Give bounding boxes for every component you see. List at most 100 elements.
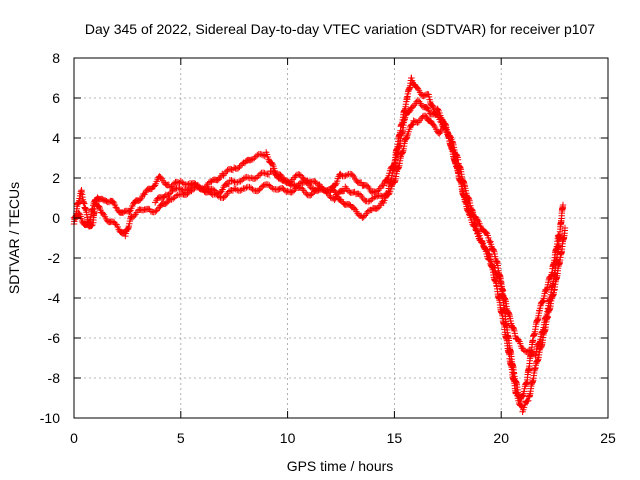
data-point bbox=[322, 187, 329, 195]
data-point bbox=[356, 191, 364, 198]
data-point bbox=[268, 159, 276, 167]
data-point bbox=[368, 196, 375, 204]
y-tick-label: -6 bbox=[48, 330, 61, 346]
x-tick-label: 0 bbox=[70, 430, 78, 446]
data-point bbox=[266, 182, 273, 189]
data-point bbox=[170, 180, 178, 187]
data-point bbox=[414, 97, 422, 104]
series-group bbox=[70, 74, 569, 415]
data-point bbox=[312, 178, 319, 186]
y-tick-label: -10 bbox=[40, 410, 60, 426]
data-point bbox=[515, 336, 522, 344]
data-point bbox=[261, 169, 268, 177]
data-point bbox=[327, 194, 334, 201]
data-point bbox=[299, 174, 306, 181]
data-point bbox=[380, 192, 388, 200]
data-point bbox=[483, 246, 491, 254]
data-point bbox=[360, 213, 367, 221]
data-point bbox=[224, 166, 231, 174]
data-point bbox=[235, 165, 242, 172]
data-point bbox=[259, 183, 266, 190]
data-point bbox=[213, 188, 220, 196]
data-point bbox=[331, 196, 338, 203]
data-point bbox=[165, 191, 172, 198]
data-point bbox=[240, 175, 247, 182]
data-point bbox=[173, 192, 180, 199]
data-point bbox=[559, 201, 567, 209]
data-point bbox=[232, 186, 239, 193]
x-tick-label: 10 bbox=[280, 430, 296, 446]
data-point bbox=[209, 186, 217, 193]
data-point bbox=[185, 185, 192, 192]
data-point bbox=[525, 397, 532, 404]
y-tick-labels: -10 -8 -6 -4 -2 0 2 4 6 8 bbox=[40, 50, 60, 426]
plot-border bbox=[73, 57, 609, 419]
data-point bbox=[205, 179, 212, 186]
data-point bbox=[471, 223, 479, 230]
data-point bbox=[170, 195, 177, 202]
data-point bbox=[281, 187, 289, 194]
data-point bbox=[229, 177, 237, 185]
data-point bbox=[217, 189, 224, 196]
data-point bbox=[254, 174, 261, 181]
data-point bbox=[478, 239, 485, 246]
data-point bbox=[295, 181, 302, 189]
y-tick-label: -4 bbox=[48, 290, 61, 306]
data-point bbox=[256, 186, 263, 193]
data-point bbox=[169, 181, 176, 189]
data-point bbox=[494, 272, 502, 279]
x-tick-label: 25 bbox=[600, 430, 616, 446]
data-point bbox=[176, 185, 183, 192]
data-point bbox=[260, 152, 267, 159]
data-point bbox=[78, 217, 86, 225]
data-point bbox=[237, 178, 244, 185]
data-point bbox=[484, 247, 491, 255]
data-point bbox=[249, 186, 256, 193]
data-point bbox=[491, 264, 498, 271]
data-point bbox=[337, 171, 345, 179]
tick-marks bbox=[73, 57, 609, 419]
data-point bbox=[137, 196, 144, 203]
data-point bbox=[269, 185, 276, 192]
data-point bbox=[215, 176, 222, 183]
y-tick-label: -8 bbox=[48, 370, 61, 386]
data-point bbox=[239, 160, 246, 167]
data-point bbox=[255, 187, 262, 194]
data-point bbox=[168, 188, 175, 196]
y-tick-label: 6 bbox=[52, 90, 60, 106]
data-point bbox=[289, 188, 297, 195]
data-point bbox=[384, 176, 391, 183]
chart-title: Day 345 of 2022, Sidereal Day-to-day VTE… bbox=[85, 21, 595, 37]
data-point bbox=[157, 174, 164, 181]
data-point bbox=[225, 180, 233, 188]
data-point bbox=[265, 171, 273, 178]
x-tick-label: 15 bbox=[387, 430, 403, 446]
data-point bbox=[220, 194, 227, 201]
data-point bbox=[241, 185, 249, 192]
data-point bbox=[483, 229, 490, 236]
data-point bbox=[228, 177, 235, 184]
data-point bbox=[497, 280, 504, 287]
x-tick-label: 20 bbox=[493, 430, 509, 446]
data-point bbox=[296, 180, 304, 187]
data-point bbox=[154, 205, 162, 213]
y-tick-label: 2 bbox=[52, 170, 60, 186]
data-point bbox=[270, 168, 277, 175]
x-tick-label: 5 bbox=[177, 430, 185, 446]
data-point bbox=[429, 103, 436, 110]
data-point bbox=[284, 187, 291, 195]
y-tick-label: 0 bbox=[52, 210, 60, 226]
data-point bbox=[342, 172, 349, 179]
data-point bbox=[152, 208, 159, 215]
data-point bbox=[350, 204, 358, 212]
data-point bbox=[177, 177, 184, 185]
data-point bbox=[99, 210, 106, 217]
data-point bbox=[377, 183, 385, 190]
data-point bbox=[131, 212, 138, 220]
data-point bbox=[308, 191, 315, 198]
data-point bbox=[247, 184, 255, 192]
data-point bbox=[96, 203, 103, 210]
data-point bbox=[211, 187, 218, 194]
data-point bbox=[561, 224, 569, 232]
